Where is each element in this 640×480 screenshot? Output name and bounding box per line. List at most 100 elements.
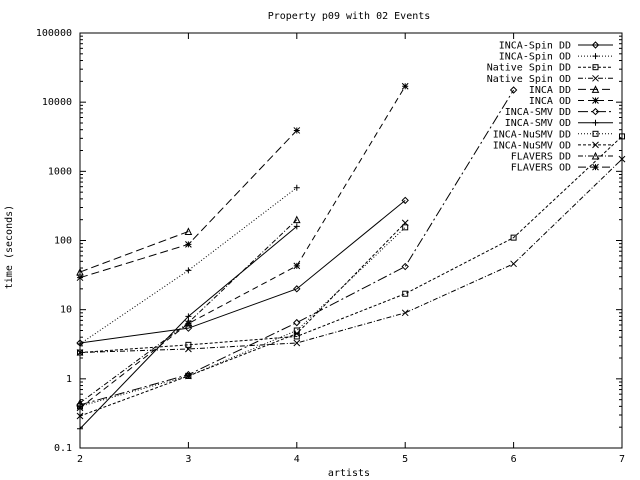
data-point — [401, 196, 409, 205]
data-point — [401, 262, 409, 271]
legend-marker — [592, 97, 599, 104]
legend-entry: FLAVERS OD — [511, 163, 613, 174]
data-point — [293, 339, 301, 347]
legend-label: INCA-NuSMV DD — [493, 129, 571, 140]
data-point — [401, 82, 409, 90]
data-point — [76, 412, 84, 420]
y-tick-label: 1000 — [48, 166, 72, 177]
data-point — [77, 403, 83, 410]
x-tick-label: 5 — [402, 454, 408, 465]
legend-entry: Native Spin OD — [487, 74, 613, 85]
data-point — [184, 318, 193, 327]
series-11 — [76, 215, 301, 407]
x-tick-label: 2 — [77, 454, 83, 465]
data-point — [76, 398, 84, 407]
y-tick-label: 1 — [66, 374, 72, 385]
data-point — [77, 340, 83, 347]
data-point — [185, 372, 192, 379]
legend-label: FLAVERS OD — [511, 163, 571, 174]
x-axis-label: artists — [328, 468, 370, 479]
data-point — [185, 267, 192, 274]
y-tick-label: 100000 — [36, 28, 72, 39]
series-line — [79, 200, 406, 344]
data-point — [185, 345, 192, 353]
data-point — [509, 86, 518, 94]
y-tick-label: 10000 — [42, 97, 72, 108]
series-line — [79, 130, 298, 279]
legend-label: INCA-Spin OD — [499, 52, 571, 63]
series-4 — [76, 155, 626, 356]
data-point — [185, 320, 192, 327]
data-point — [184, 324, 193, 332]
data-point — [185, 372, 192, 380]
legend-label: INCA-NuSMV OD — [493, 140, 571, 151]
series-5 — [76, 227, 193, 276]
legend-label: INCA-SMV OD — [505, 118, 571, 129]
legend-marker — [592, 130, 599, 137]
data-point — [76, 349, 84, 356]
series-line — [79, 226, 406, 407]
x-tick-label: 7 — [619, 454, 625, 465]
data-point — [510, 234, 517, 241]
series-6 — [76, 82, 409, 412]
legend-marker — [592, 74, 599, 82]
data-point — [619, 133, 625, 140]
legend-entry: Native Spin DD — [487, 63, 613, 74]
legend-entry: INCA-NuSMV OD — [493, 140, 613, 151]
legend-entry: INCA OD — [529, 96, 613, 107]
x-tick-label: 4 — [294, 454, 300, 465]
legend-entry: INCA-NuSMV DD — [493, 129, 613, 140]
data-point — [185, 240, 192, 248]
series-line — [79, 225, 298, 430]
series-12 — [76, 127, 301, 282]
y-axis-label: time (seconds) — [4, 205, 15, 289]
legend-entry: INCA-SMV OD — [505, 118, 613, 129]
series-9 — [77, 224, 409, 410]
legend-entry: INCA-SMV DD — [505, 107, 613, 118]
series-line — [79, 231, 189, 273]
data-point — [185, 341, 192, 348]
data-point — [401, 219, 409, 227]
x-tick-label: 3 — [185, 454, 191, 465]
series-line — [79, 85, 406, 409]
legend-entry: INCA DD — [529, 85, 613, 96]
chart-title: Property p09 with 02 Events — [268, 11, 431, 22]
series-layer — [76, 82, 626, 432]
series-7 — [76, 86, 518, 409]
series-8 — [77, 223, 300, 432]
data-point — [77, 425, 83, 432]
data-point — [401, 309, 409, 317]
legend-marker — [591, 85, 600, 93]
legend-label: Native Spin DD — [487, 63, 571, 74]
data-point — [618, 155, 626, 163]
legend-marker — [592, 141, 599, 149]
data-point — [293, 318, 301, 327]
legend-marker — [591, 41, 600, 49]
data-point — [510, 260, 517, 268]
data-point — [293, 127, 301, 134]
legend-entry: INCA-Spin OD — [499, 52, 613, 63]
legend-label: INCA DD — [529, 85, 571, 96]
series-line — [79, 158, 623, 354]
data-point — [293, 330, 301, 338]
legend-label: INCA-SMV DD — [505, 107, 571, 118]
data-point — [76, 274, 84, 282]
series-line — [79, 136, 623, 354]
data-point — [185, 313, 192, 320]
y-tick-label: 100 — [54, 236, 72, 247]
y-tick-label: 0.1 — [54, 443, 72, 454]
legend-entry: INCA-Spin DD — [499, 41, 613, 52]
legend-marker — [592, 163, 599, 171]
series-2 — [77, 184, 300, 347]
legend-entry: FLAVERS DD — [511, 152, 613, 163]
x-tick-label: 6 — [511, 454, 517, 465]
data-point — [293, 285, 301, 293]
ticks-layer: 2 3 4 5 6 7 0.1 1 10 100 1000 10000 100000 — [36, 28, 625, 465]
legend-marker — [591, 107, 600, 116]
legend-marker — [592, 53, 599, 60]
legend-label: Native Spin OD — [487, 74, 571, 85]
series-line — [79, 222, 406, 417]
